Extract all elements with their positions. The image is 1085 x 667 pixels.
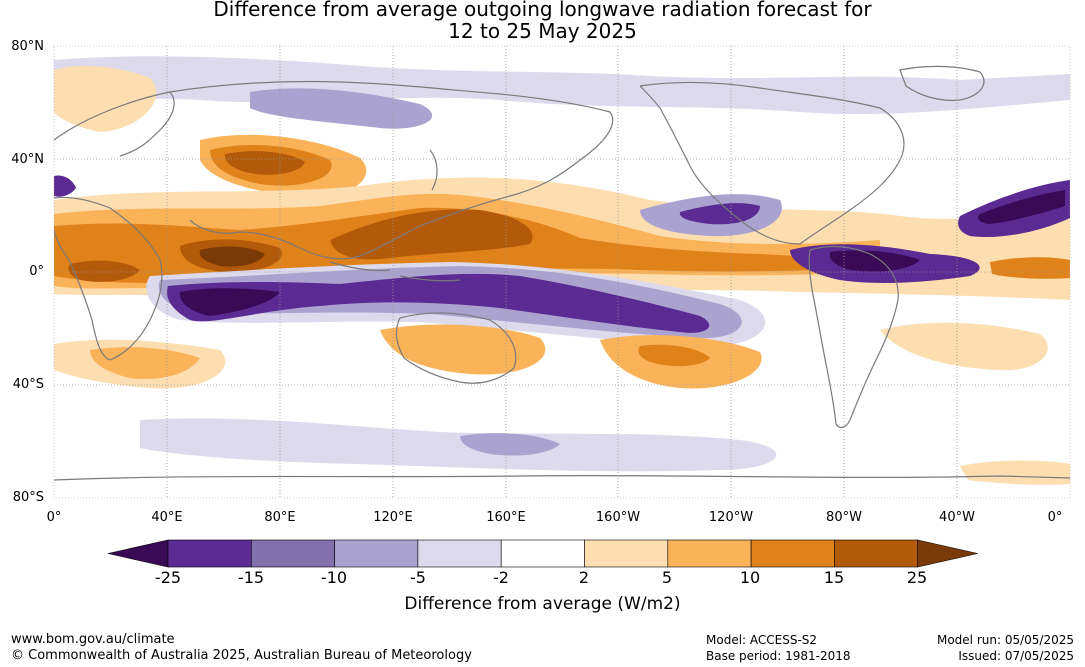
footer-base-period: Base period: 1981-2018 — [706, 649, 851, 663]
anomaly-neg15-epac — [679, 203, 760, 225]
colorbar-tick: 2 — [578, 568, 590, 587]
lon-label-0-left: 0° — [46, 510, 62, 525]
coastlines — [54, 65, 1070, 481]
anomaly-neg25-amazon — [829, 250, 920, 272]
coast-south-america — [808, 245, 899, 429]
anomaly-field — [54, 56, 1070, 485]
colorbar-tick: 10 — [739, 568, 761, 587]
lon-label-80e: 80°E — [264, 510, 296, 525]
anomaly-pos10-satlantic — [990, 257, 1070, 279]
anomaly-pos25-indian — [199, 246, 265, 267]
anomaly-pos2-satlantic — [880, 322, 1048, 371]
colorbar-tick: -2 — [493, 568, 509, 587]
colorbar-segment — [334, 539, 419, 568]
colorbar-segment — [417, 539, 502, 568]
coast-asia — [169, 80, 614, 260]
colorbar-tick: 5 — [661, 568, 673, 587]
lat-label-40n: 40°N — [11, 152, 44, 167]
anomaly-pos10-spac — [638, 344, 710, 367]
colorbar-tick: -25 — [154, 568, 182, 587]
lon-label-120w: 120°W — [708, 510, 754, 525]
anomaly-neg5-southern — [460, 433, 560, 456]
colorbar-extend-low — [107, 539, 169, 568]
colorbar-segment — [750, 539, 835, 568]
colorbar-tick: 15 — [823, 568, 845, 587]
anomaly-pos2-sso — [960, 460, 1070, 485]
map-frame — [53, 45, 1071, 499]
footer-url: www.bom.gov.au/climate — [11, 632, 175, 647]
lat-label-equator: 0° — [29, 264, 44, 279]
coast-japan — [429, 149, 438, 191]
coast-north-america — [639, 81, 905, 245]
colorbar-segment — [251, 539, 335, 568]
anomaly-neg15-wafrica — [54, 175, 76, 197]
anomaly-neg25-indian — [179, 288, 280, 316]
lat-label-80s: 80°S — [12, 490, 44, 505]
colorbar-label: Difference from average (W/m2) — [404, 594, 681, 614]
lon-label-40e: 40°E — [151, 510, 183, 525]
coast-indonesia — [329, 261, 461, 282]
colorbar-segment — [667, 539, 752, 568]
footer-issued: Issued: 07/05/2025 — [958, 649, 1074, 663]
lon-label-160e: 160°E — [486, 510, 526, 525]
lon-label-120e: 120°E — [373, 510, 413, 525]
colorbar-segment — [834, 539, 919, 568]
anomaly-neg2-southern — [140, 418, 777, 472]
lat-label-40s: 40°S — [12, 377, 44, 392]
lon-label-160w: 160°W — [595, 510, 641, 525]
coast-australia — [395, 312, 517, 384]
colorbar-segment — [500, 539, 585, 568]
coast-antarctica — [54, 474, 1070, 481]
lon-label-0-right: 0° — [1047, 510, 1063, 525]
colorbar-tick: -15 — [237, 568, 265, 587]
anomaly-pos5-australia — [380, 324, 546, 375]
anomaly-neg25-atlantic — [978, 190, 1065, 224]
footer-model: Model: ACCESS-S2 — [706, 633, 818, 647]
lon-label-80w: 80°W — [826, 510, 862, 525]
colorbar-segment — [584, 539, 669, 568]
lat-label-80n: 80°N — [11, 39, 44, 54]
coast-africa — [54, 196, 163, 361]
colorbar-tick: -10 — [320, 568, 348, 587]
anomaly-pos2-nw — [54, 65, 157, 132]
chart-title-line1: Difference from average outgoing longwav… — [213, 0, 872, 21]
chart-title-line2: 12 to 25 May 2025 — [448, 19, 637, 43]
anomaly-pos5-sindian — [90, 347, 200, 380]
colorbar-extend-high — [917, 539, 978, 568]
footer-model-run: Model run: 05/05/2025 — [936, 633, 1074, 647]
footer-copyright: © Commonwealth of Australia 2025, Austra… — [11, 648, 472, 663]
coast-greenland — [899, 65, 985, 101]
anomaly-neg15-equator — [166, 273, 710, 333]
anomaly-neg5-asia — [250, 88, 433, 129]
colorbar-tick: -5 — [410, 568, 426, 587]
colorbar-tick: 25 — [906, 568, 928, 587]
graticule — [54, 46, 1070, 498]
colorbar-segment — [167, 539, 252, 568]
anomaly-pos15-africa — [68, 260, 140, 282]
lon-label-40w: 40°W — [939, 510, 975, 525]
anomaly-pos15-tibet — [224, 151, 305, 175]
